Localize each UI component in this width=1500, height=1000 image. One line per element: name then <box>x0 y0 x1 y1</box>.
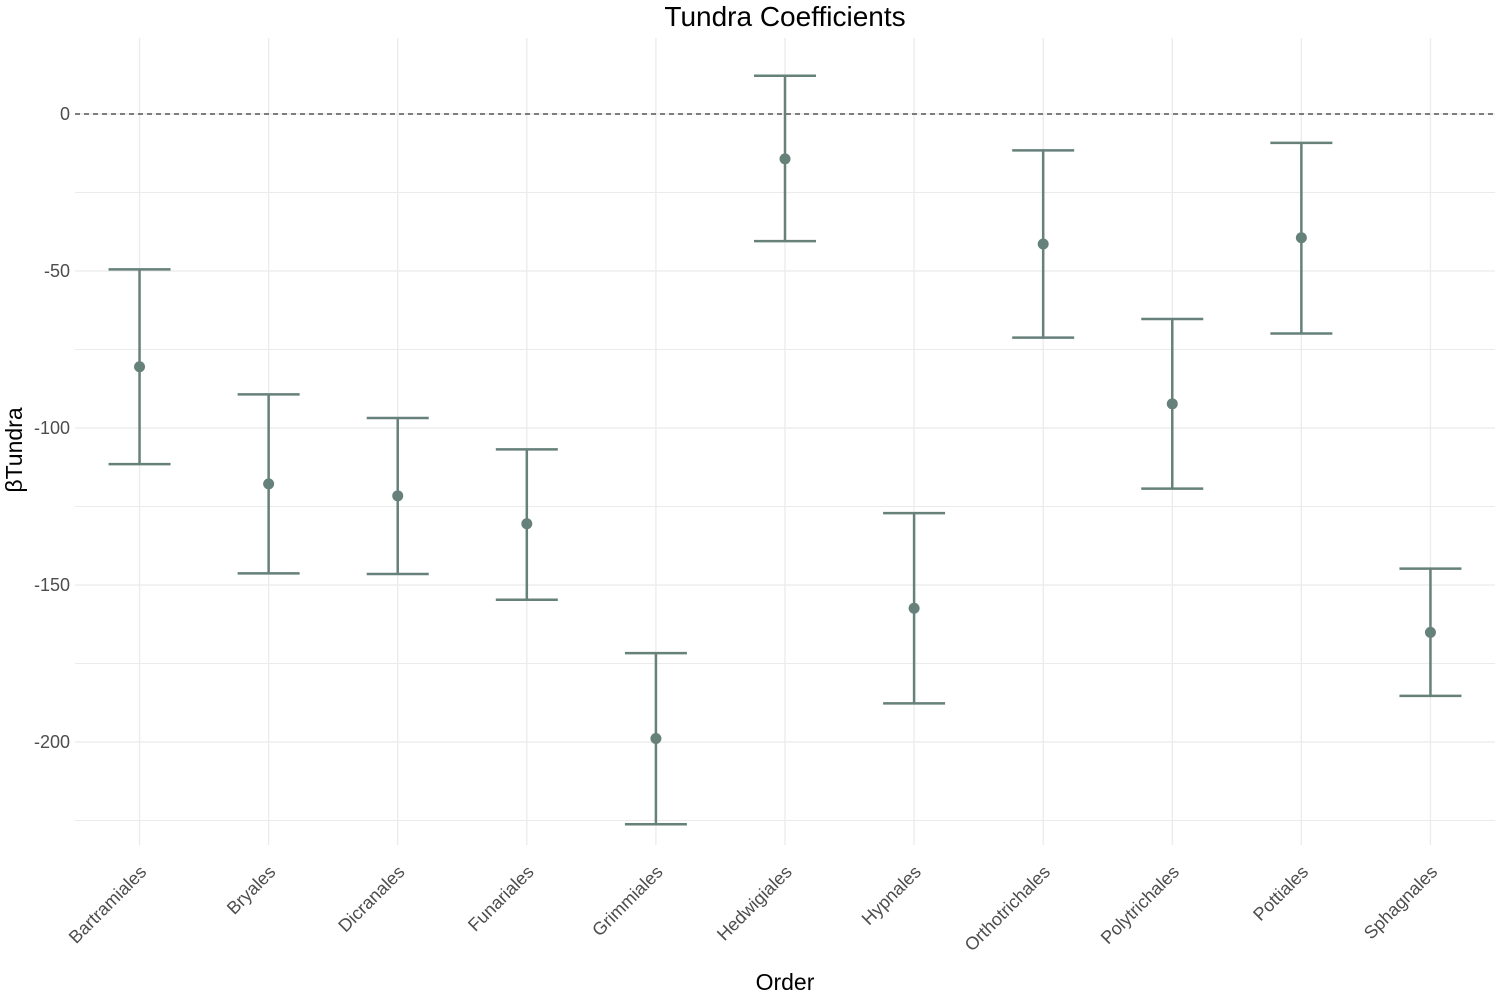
x-tick-label: Orthotrichales <box>961 862 1054 955</box>
error-bar-polytrichales <box>1141 317 1204 490</box>
x-tick-label: Bryales <box>223 862 280 919</box>
error-bar-orthotrichales <box>1012 149 1075 339</box>
x-tick-label: Bartramiales <box>65 862 151 948</box>
y-axis-title: βTundra <box>1 407 27 492</box>
estimate-point <box>1037 238 1049 250</box>
x-tick-label: Sphagnales <box>1360 862 1441 943</box>
error-bar-hedwigiales <box>754 74 816 243</box>
estimate-point <box>134 361 146 373</box>
estimate-point <box>392 490 404 502</box>
y-axis-ticks: 0 -50 -100 -150 -200 <box>34 104 70 752</box>
error-bar-bryales <box>237 393 300 575</box>
error-bar-bartramiales <box>108 268 171 466</box>
x-axis-title: Order <box>756 969 815 995</box>
x-tick-label: Dicranales <box>334 862 408 936</box>
y-tick-label: -100 <box>34 418 70 438</box>
error-bars <box>108 74 1462 826</box>
error-bar-dicranales <box>366 416 429 576</box>
y-tick-label: -200 <box>34 732 70 752</box>
error-bar-grimmiales <box>624 651 687 826</box>
estimate-point <box>1295 232 1307 244</box>
error-bar-hypnales <box>883 511 946 705</box>
estimate-point <box>521 518 533 530</box>
chart-title: Tundra Coefficients <box>664 1 905 32</box>
x-tick-label: Funariales <box>464 862 538 936</box>
x-tick-label: Pottiales <box>1249 862 1312 925</box>
estimate-point <box>650 733 662 745</box>
error-bar-funariales <box>495 448 558 602</box>
estimate-point <box>1166 398 1178 410</box>
estimate-point <box>908 602 920 614</box>
estimate-point <box>779 153 791 165</box>
error-bar-sphagnales <box>1399 567 1462 698</box>
y-tick-label: -150 <box>34 575 70 595</box>
y-tick-label: 0 <box>60 104 70 124</box>
x-tick-label: Polytrichales <box>1097 862 1183 948</box>
x-tick-label: Hypnales <box>858 862 925 929</box>
y-tick-label: -50 <box>44 261 70 281</box>
error-bar-pottiales <box>1270 141 1333 335</box>
estimate-point <box>1424 626 1436 638</box>
estimate-point <box>263 478 275 490</box>
x-tick-label: Grimmiales <box>588 862 666 940</box>
x-axis-ticks: Bartramiales Bryales Dicranales Funariales G… <box>65 862 1441 955</box>
x-tick-label: Hedwigiales <box>713 862 796 945</box>
